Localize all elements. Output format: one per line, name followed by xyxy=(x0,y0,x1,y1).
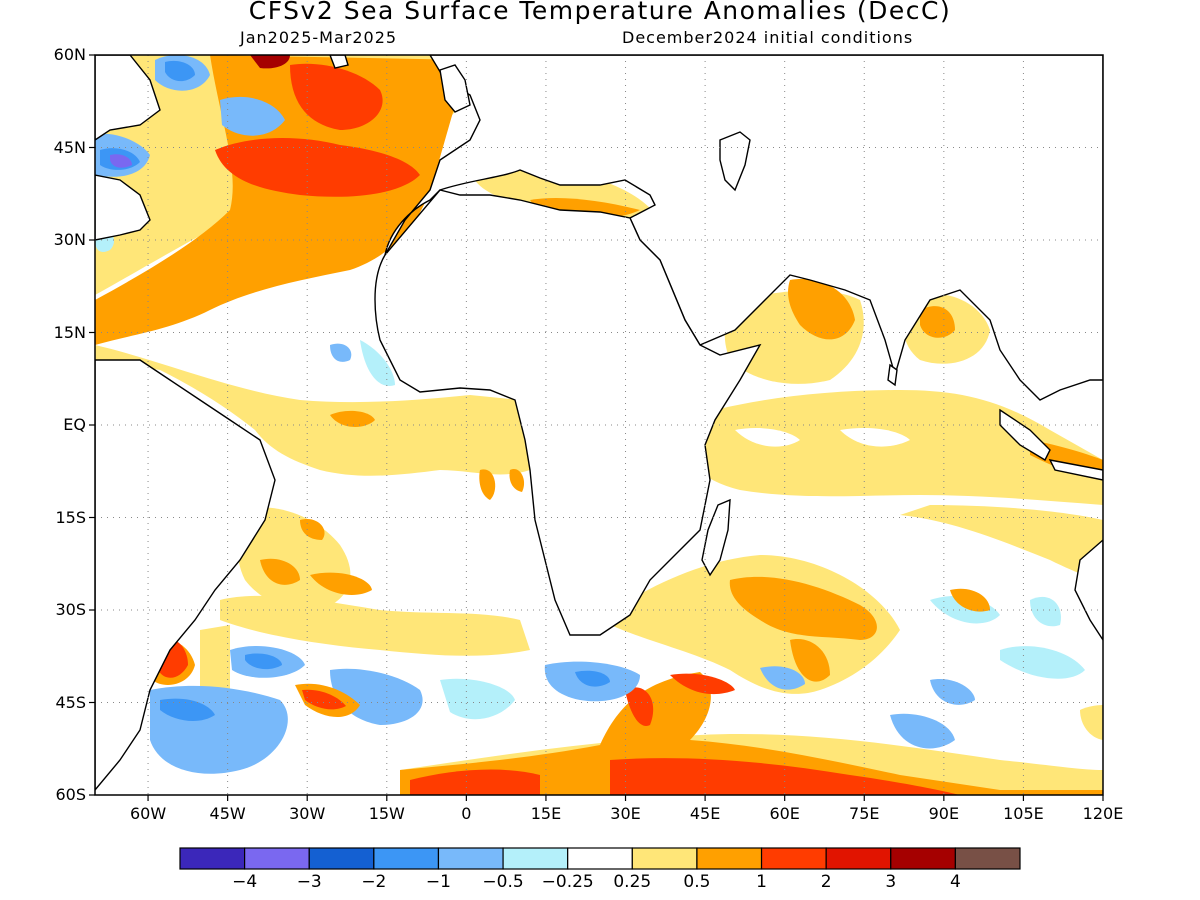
colorbar-swatch xyxy=(954,847,1021,870)
lat-label: 60S xyxy=(55,785,86,804)
lat-label: 45S xyxy=(55,692,86,712)
colorbar-swatch xyxy=(825,847,892,870)
colorbar-swatch xyxy=(696,847,763,870)
colorbar-tick-label: 3 xyxy=(885,872,897,892)
colorbar-tick-label: 4 xyxy=(949,872,961,892)
colorbar-swatch xyxy=(179,847,246,870)
colorbar-tick-label: −0.25 xyxy=(541,872,594,892)
colorbar-tick-label: 0.25 xyxy=(613,872,652,892)
colorbar-tick-label: −4 xyxy=(232,872,258,892)
colorbar-swatch xyxy=(244,847,310,870)
lon-label: 45E xyxy=(689,804,721,823)
colorbar-tick-label: −1 xyxy=(425,872,451,892)
colorbar-tick-label: 2 xyxy=(820,872,832,892)
colorbar-swatch xyxy=(373,847,440,870)
lon-label: 120E xyxy=(1082,804,1124,823)
anomaly-shading xyxy=(95,55,1103,795)
colorbar-swatch xyxy=(631,847,698,870)
lat-label: 15N xyxy=(53,322,86,342)
lat-label: 30N xyxy=(53,230,86,249)
colorbar-tick-label: −3 xyxy=(296,872,322,892)
colorbar-tick-label: −2 xyxy=(361,872,387,892)
lon-label: 45W xyxy=(209,804,246,823)
initial-conditions: December2024 initial conditions xyxy=(622,28,914,47)
lon-label: 105E xyxy=(1003,804,1044,823)
map-title: CFSv2 Sea Surface Temperature Anomalies … xyxy=(248,0,952,25)
lat-label: EQ xyxy=(63,415,86,434)
lat-label: 45N xyxy=(53,137,86,157)
colorbar-tick-label: 1 xyxy=(756,872,767,892)
colorbar-swatch xyxy=(567,847,633,870)
lon-label: 15W xyxy=(368,804,405,823)
lon-label: 90E xyxy=(928,804,960,823)
lon-label: 75E xyxy=(849,804,880,823)
lon-label: 0 xyxy=(461,804,472,823)
colorbar-swatch xyxy=(437,847,504,870)
colorbar-tick-label: 0.5 xyxy=(683,872,711,892)
land-masses xyxy=(95,55,1103,792)
colorbar-swatch xyxy=(890,847,956,870)
forecast-period: Jan2025-Mar2025 xyxy=(240,28,398,47)
map-gridlines xyxy=(95,55,1104,795)
lat-label: 15S xyxy=(55,507,86,527)
colorbar-swatch xyxy=(760,847,827,870)
lat-label: 30S xyxy=(55,600,86,619)
lon-label: 60W xyxy=(129,804,167,823)
lon-label: 30E xyxy=(610,804,641,823)
lon-label: 60E xyxy=(769,804,800,823)
colorbar-swatch xyxy=(502,847,569,870)
lon-label: 15E xyxy=(530,804,562,823)
lon-label: 30W xyxy=(289,804,326,823)
colorbar-tick-label: −0.5 xyxy=(482,872,524,892)
colorbar-swatch xyxy=(308,847,375,870)
lat-label: 60N xyxy=(53,45,86,64)
